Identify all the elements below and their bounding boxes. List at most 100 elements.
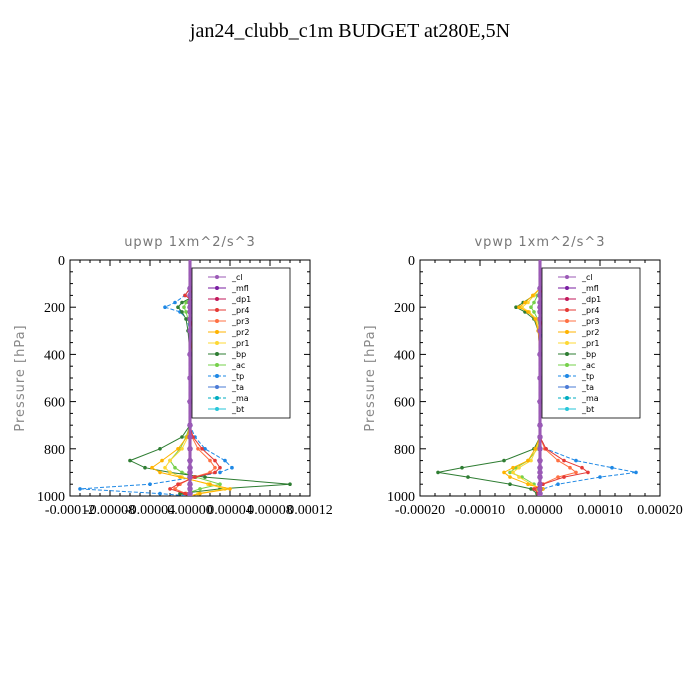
series-marker-cl — [187, 422, 193, 428]
x-tick-label: -0.00010 — [455, 503, 505, 518]
series-marker-pr2 — [523, 300, 527, 305]
series-marker-pr4 — [213, 458, 217, 463]
series-marker-tp — [556, 482, 560, 487]
series-marker-tp — [148, 482, 152, 487]
series-marker-pr2 — [533, 317, 537, 321]
legend-label: _pr4 — [581, 306, 599, 315]
series-marker-bp — [158, 447, 162, 451]
legend-label: _ma — [231, 394, 249, 403]
legend-label: _mfl — [231, 284, 249, 293]
series-marker-pr4 — [183, 293, 187, 298]
series-marker-pr4 — [193, 475, 197, 479]
series-marker-ac — [180, 470, 184, 475]
legend-label: _ta — [231, 383, 244, 392]
series-marker-bp — [460, 465, 464, 470]
y-tick-label: 1000 — [37, 490, 65, 505]
legend-swatch-marker — [565, 363, 569, 367]
series-marker-pr1 — [529, 458, 533, 463]
series-marker-pr1 — [163, 465, 167, 470]
series-marker-pr3 — [213, 465, 217, 470]
legend-swatch-marker — [215, 286, 219, 290]
legend-swatch-marker — [565, 297, 569, 301]
figure-title: jan24_clubb_c1m BUDGET at280E,5N — [189, 20, 511, 42]
series-marker-cl — [187, 299, 193, 306]
series-marker-cl — [537, 474, 543, 480]
series-marker-bp — [529, 487, 533, 491]
series-marker-pr2 — [158, 470, 162, 475]
series-marker-bp — [466, 475, 470, 479]
series-marker-cl — [187, 292, 193, 298]
series-marker-cl — [187, 493, 193, 496]
legend-swatch-marker — [565, 385, 569, 389]
series-marker-pr4 — [562, 475, 566, 479]
series-marker-cl — [187, 446, 193, 452]
legend-label: _ma — [581, 394, 599, 403]
x-tick-label: -0.00020 — [395, 503, 445, 518]
legend-label: _pr1 — [581, 339, 599, 348]
y-axis-label: Pressure [hPa] — [13, 324, 28, 431]
legend-swatch-marker — [215, 330, 219, 334]
legend-label: _mfl — [581, 284, 599, 293]
panel-title: vpwp 1xm^2/s^3 — [474, 235, 605, 250]
panel-title: upwp 1xm^2/s^3 — [124, 235, 256, 250]
legend-swatch-marker — [565, 374, 569, 378]
series-marker-tp — [78, 487, 82, 491]
legend-swatch-marker — [565, 308, 569, 312]
y-tick-label: 800 — [44, 443, 65, 458]
legend-swatch-marker — [215, 341, 219, 345]
series-marker-tp — [598, 475, 602, 479]
series-marker-pr2 — [150, 465, 154, 470]
series-marker-cl — [187, 309, 193, 315]
series-marker-cl — [187, 474, 193, 480]
x-tick-label: 0.00000 — [517, 503, 563, 518]
series-marker-bp — [502, 458, 506, 463]
legend-swatch-marker — [565, 286, 569, 290]
series-marker-pr2 — [176, 447, 180, 451]
series-marker-bp — [436, 470, 440, 475]
series-marker-pr2 — [228, 487, 232, 491]
series-marker-tp — [223, 458, 227, 463]
legend-label: _pr2 — [581, 328, 599, 337]
legend-label: _pr3 — [581, 317, 599, 326]
series-marker-pr1 — [517, 465, 521, 470]
legend-label: _pr4 — [231, 306, 249, 315]
series-marker-tp — [230, 465, 234, 470]
x-tick-label: -0.00008 — [85, 503, 135, 518]
y-tick-label: 800 — [394, 443, 415, 458]
series-marker-pr1 — [517, 475, 521, 479]
legend-label: _tp — [581, 372, 594, 381]
series-marker-tp — [610, 465, 614, 470]
y-tick-label: 200 — [394, 301, 415, 316]
legend-swatch-marker — [215, 275, 219, 279]
series-marker-cl — [187, 351, 193, 357]
series-marker-pr3 — [568, 465, 572, 470]
legend-swatch-marker — [215, 407, 219, 411]
series-marker-pr2 — [526, 310, 530, 314]
series-marker-pr4 — [562, 458, 566, 463]
series-marker-tp — [163, 305, 167, 310]
series-marker-cl — [187, 285, 193, 291]
series-marker-cl — [187, 481, 193, 487]
y-tick-label: 0 — [58, 254, 65, 269]
series-marker-cl — [537, 446, 543, 452]
series-marker-bp — [184, 317, 188, 321]
legend-label: _tp — [231, 372, 244, 381]
series-marker-cl — [187, 399, 193, 405]
series-marker-ac — [184, 300, 188, 305]
legend-swatch-marker — [215, 297, 219, 301]
series-marker-cl — [537, 481, 543, 487]
legend-swatch-marker — [215, 385, 219, 389]
series-marker-cl — [537, 292, 543, 298]
series-marker-tp — [203, 447, 207, 451]
series-marker-pr3 — [208, 458, 212, 463]
series-marker-cl — [537, 285, 543, 291]
series-marker-cl — [537, 399, 543, 405]
x-tick-label: 0.00020 — [637, 503, 683, 518]
legend-swatch-marker — [215, 319, 219, 323]
series-marker-cl — [187, 434, 193, 440]
series-marker-pr1 — [180, 447, 184, 451]
x-tick-label: 0.00012 — [287, 503, 333, 518]
legend-swatch-marker — [215, 363, 219, 367]
legend-label: _ac — [581, 361, 595, 370]
series-marker-pr1 — [168, 458, 172, 463]
